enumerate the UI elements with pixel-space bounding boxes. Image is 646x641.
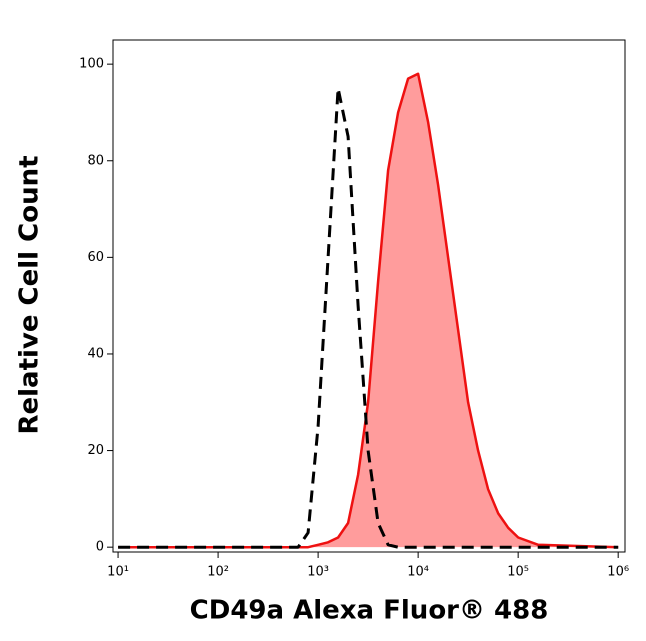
x-tick-label: 10⁴ [407,565,429,580]
y-tick-label: 100 [79,57,104,72]
y-tick-label: 40 [87,346,104,361]
x-axis-label: CD49a Alexa Fluor® 488 [190,596,549,626]
plot-frame [112,39,626,553]
x-tick-label: 10³ [307,565,329,580]
x-tick-label: 10² [207,565,229,580]
x-tick-label: 10⁶ [607,565,629,580]
area [118,73,619,548]
x-tick-label: 10¹ [107,565,129,580]
line [118,86,619,549]
y-tick-label: 80 [87,153,104,168]
y-axis-label: Relative Cell Count [15,155,45,434]
x-tick-label: 10⁵ [507,565,529,580]
line [118,72,619,549]
y-tick-label: 0 [96,540,104,555]
y-tick-label: 20 [87,443,104,458]
y-tick-label: 60 [87,250,104,265]
